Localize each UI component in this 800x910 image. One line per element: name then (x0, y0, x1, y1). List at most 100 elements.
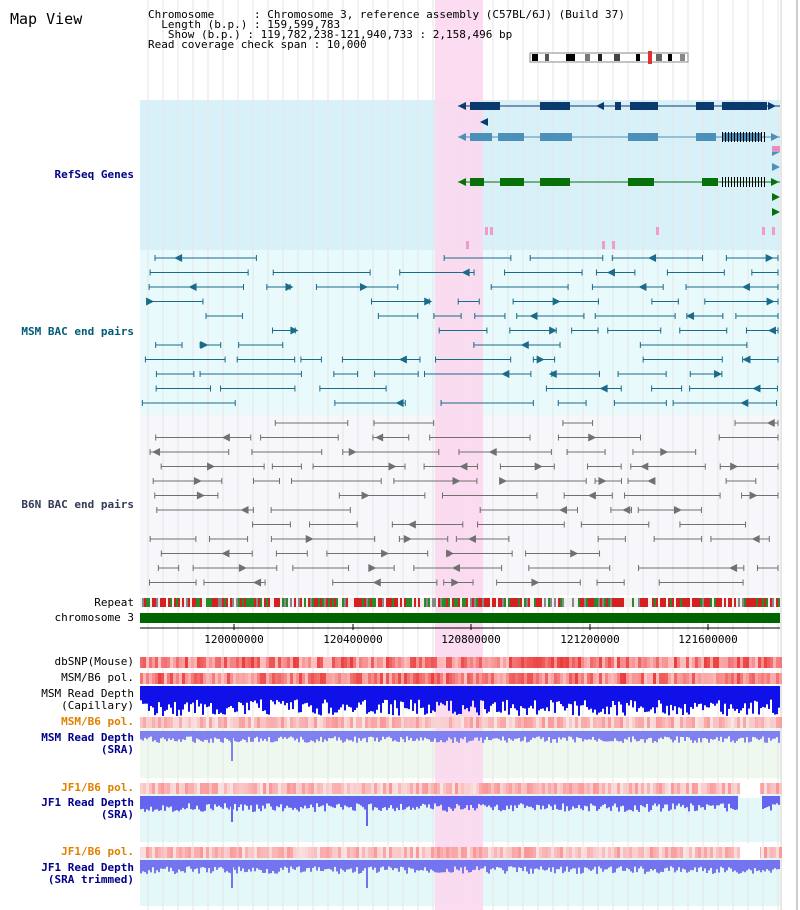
track-label-refseq-genes[interactable]: RefSeq Genes (54, 168, 134, 181)
heatmap-cell (263, 673, 266, 684)
depth-bar (594, 796, 596, 806)
bac-end-arrow (751, 535, 760, 543)
heatmap-cell (761, 673, 764, 684)
track-label-dbsnp[interactable]: dbSNP(Mouse) (54, 655, 134, 668)
heatmap-cell (458, 717, 461, 728)
depth-bar (362, 731, 364, 739)
track-label-jf1-read-depth-trimmed[interactable]: JF1 Read Depth (41, 861, 134, 874)
depth-bar (242, 731, 244, 740)
heatmap-cell (758, 673, 761, 684)
heatmap-cell (335, 783, 338, 794)
heatmap-cell (737, 657, 740, 668)
track-label-msm-read-depth-capillary[interactable]: MSM Read Depth (41, 687, 134, 700)
depth-bar (526, 686, 528, 715)
depth-bar (672, 731, 674, 743)
chromosome-label: Chromosome (148, 8, 215, 21)
depth-bar (576, 731, 578, 738)
heatmap-cell (455, 657, 458, 668)
depth-bar (498, 731, 500, 739)
depth-bar (322, 731, 324, 743)
bac-end-arrow (193, 477, 202, 485)
depth-bar (732, 796, 734, 809)
depth-bar (770, 860, 772, 873)
depth-bar (166, 731, 168, 742)
heatmap-cell (629, 783, 632, 794)
bac-end-arrow (381, 549, 390, 558)
depth-bar (272, 686, 274, 702)
depth-bar (306, 796, 308, 809)
depth-bar (402, 686, 404, 703)
heatmap-cell (404, 657, 407, 668)
heatmap-cell (470, 847, 473, 858)
track-label-msm-b6-pol[interactable]: MSM/B6 pol. (61, 671, 134, 684)
depth-bar (338, 796, 340, 804)
bac-end-arrow (674, 506, 683, 514)
depth-bar (750, 731, 752, 742)
heatmap-cell (407, 847, 410, 858)
heatmap-cell (731, 717, 734, 728)
repeat-segment (416, 598, 418, 607)
depth-bar (304, 731, 306, 743)
heatmap-cell (608, 717, 611, 728)
depth-bar (700, 796, 702, 808)
depth-bar (590, 796, 592, 804)
repeat-segment (560, 598, 562, 607)
heatmap-cell (659, 783, 662, 794)
depth-bar (678, 686, 680, 708)
depth-bar (462, 796, 464, 810)
track-label-repeat[interactable]: Repeat (94, 596, 134, 609)
repeat-segment (268, 598, 270, 607)
depth-bar (148, 731, 150, 738)
track-label-chromosome[interactable]: chromosome 3 (54, 611, 134, 624)
depth-bar (282, 686, 284, 702)
gene-strand-arrow (772, 208, 780, 216)
depth-bar (218, 796, 220, 806)
gene-strand-arrow (458, 178, 466, 186)
track-label-msm-read-depth-sra[interactable]: MSM Read Depth (41, 731, 134, 744)
heatmap-cell (551, 673, 554, 684)
bac-end-arrow (570, 549, 579, 558)
gene-exon (470, 133, 492, 141)
bac-end-arrow (531, 578, 540, 587)
depth-bar (426, 731, 428, 739)
repeat-segment (514, 598, 516, 607)
depth-bar (552, 731, 554, 740)
heatmap-cell (185, 673, 188, 684)
heatmap-cell (557, 657, 560, 668)
repeat-segment (310, 598, 312, 607)
heatmap-cell (350, 657, 353, 668)
depth-bar (176, 796, 178, 811)
depth-bar (160, 731, 162, 739)
track-label-msm-b6-pol-sra[interactable]: MSM/B6 pol. (61, 715, 134, 728)
track-label-jf1-read-depth-sra[interactable]: JF1 Read Depth (41, 796, 134, 809)
depth-bar (210, 731, 212, 739)
heatmap-cell (752, 717, 755, 728)
heatmap-cell (389, 847, 392, 858)
heatmap-cell (614, 783, 617, 794)
track-label-msm-bac[interactable]: MSM BAC end pairs (21, 325, 134, 338)
track-label-jf1-b6-pol[interactable]: JF1/B6 pol. (61, 781, 134, 794)
track-label-b6n-bac[interactable]: B6N BAC end pairs (21, 498, 134, 511)
depth-bar (260, 860, 262, 871)
track-label-jf1-b6-pol-trim[interactable]: JF1/B6 pol. (61, 845, 134, 858)
heatmap-cell (269, 783, 272, 794)
depth-bar (618, 860, 620, 868)
repeat-segment (506, 598, 508, 607)
depth-bar (314, 860, 316, 867)
depth-bar (640, 731, 642, 740)
heatmap-cell (617, 657, 620, 668)
repeat-segment (150, 598, 152, 607)
heatmap-cell (728, 847, 731, 858)
heatmap-cell (674, 673, 677, 684)
repeat-segment (204, 598, 206, 607)
heatmap-cell (512, 847, 515, 858)
depth-bar (294, 686, 296, 701)
depth-bar (390, 731, 392, 739)
depth-bar (540, 686, 542, 709)
repeat-segment (732, 598, 734, 607)
depth-bar (358, 731, 360, 739)
heatmap-cell (692, 673, 695, 684)
heatmap-cell (434, 783, 437, 794)
bac-end-arrow (730, 462, 739, 471)
depth-bar (520, 796, 522, 804)
